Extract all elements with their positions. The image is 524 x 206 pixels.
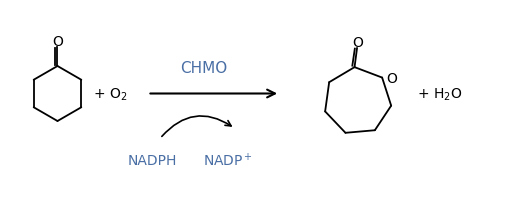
Text: O: O <box>352 36 363 50</box>
Text: + O$_2$: + O$_2$ <box>93 86 127 102</box>
Text: NADPH: NADPH <box>128 153 177 167</box>
Text: NADP$^+$: NADP$^+$ <box>202 152 253 169</box>
Text: CHMO: CHMO <box>180 61 227 76</box>
Text: O: O <box>52 35 63 49</box>
Text: O: O <box>386 71 397 85</box>
Text: + H$_2$O: + H$_2$O <box>417 86 463 102</box>
